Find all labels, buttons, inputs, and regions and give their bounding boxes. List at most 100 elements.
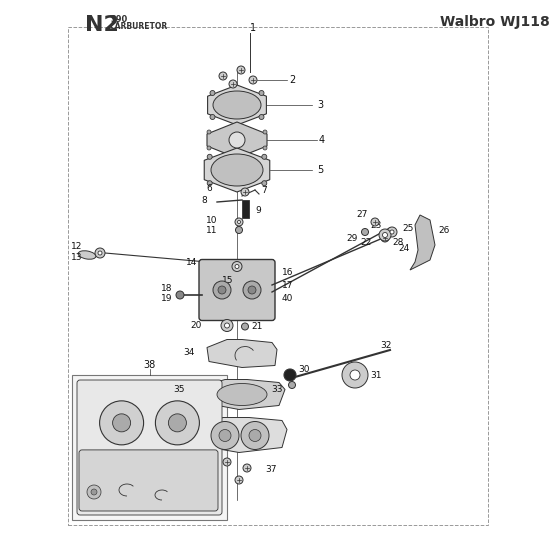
Text: 3: 3 (317, 100, 323, 110)
Text: 17: 17 (282, 281, 293, 290)
Bar (68, 27, 488, 525)
Circle shape (229, 132, 245, 148)
Circle shape (98, 251, 102, 255)
Circle shape (241, 323, 249, 330)
Circle shape (87, 485, 101, 499)
Circle shape (350, 370, 360, 380)
Text: 37: 37 (265, 465, 277, 474)
FancyBboxPatch shape (79, 450, 218, 511)
Text: 27: 27 (357, 209, 368, 218)
Circle shape (236, 226, 242, 234)
Circle shape (232, 262, 242, 272)
Circle shape (95, 248, 105, 258)
Ellipse shape (217, 384, 267, 405)
Circle shape (211, 422, 239, 450)
Text: 26: 26 (438, 226, 449, 235)
Bar (242, 200, 249, 218)
Text: 21: 21 (251, 322, 263, 331)
Text: 7: 7 (261, 185, 267, 194)
Text: 31: 31 (370, 371, 381, 380)
Circle shape (262, 181, 267, 186)
Ellipse shape (78, 251, 96, 259)
Polygon shape (207, 339, 277, 367)
Text: 9: 9 (255, 206, 261, 214)
Circle shape (207, 155, 212, 159)
Text: 38: 38 (143, 360, 156, 370)
Text: 5: 5 (317, 165, 323, 175)
Circle shape (113, 414, 130, 432)
Circle shape (100, 401, 143, 445)
Circle shape (219, 72, 227, 80)
Text: 13: 13 (71, 253, 82, 262)
Circle shape (362, 228, 368, 236)
Circle shape (243, 464, 251, 472)
Circle shape (221, 320, 233, 332)
Text: 29: 29 (347, 234, 358, 242)
Text: 25: 25 (402, 223, 413, 232)
Text: CARBURETOR: CARBURETOR (110, 22, 168, 31)
Text: 36: 36 (170, 428, 182, 437)
Circle shape (235, 264, 239, 268)
Text: N2: N2 (85, 15, 119, 35)
Text: 35: 35 (174, 385, 185, 394)
Text: 11: 11 (206, 226, 217, 235)
Circle shape (210, 91, 215, 96)
Text: 20: 20 (190, 321, 202, 330)
Circle shape (213, 281, 231, 299)
Circle shape (342, 362, 368, 388)
Polygon shape (204, 148, 270, 192)
Circle shape (259, 114, 264, 119)
Polygon shape (208, 85, 267, 125)
Circle shape (390, 230, 394, 234)
Circle shape (176, 291, 184, 299)
Text: 40: 40 (282, 293, 293, 302)
Text: 4: 4 (319, 135, 325, 145)
Polygon shape (410, 215, 435, 270)
Circle shape (371, 218, 379, 226)
Circle shape (381, 234, 389, 242)
FancyBboxPatch shape (199, 259, 275, 320)
Text: 32: 32 (380, 340, 391, 349)
Circle shape (225, 323, 230, 328)
Circle shape (382, 232, 388, 237)
Polygon shape (207, 122, 267, 158)
Bar (72, 375, 227, 520)
Text: 1: 1 (250, 23, 256, 33)
Text: 39: 39 (247, 398, 259, 407)
Text: 390: 390 (110, 15, 127, 24)
Text: 23: 23 (370, 221, 381, 230)
Circle shape (235, 218, 243, 226)
Circle shape (262, 155, 267, 159)
Ellipse shape (211, 154, 263, 186)
Polygon shape (199, 380, 285, 409)
Circle shape (248, 286, 256, 294)
Circle shape (379, 229, 391, 241)
Text: 19: 19 (161, 293, 172, 302)
Text: 24: 24 (398, 244, 409, 253)
Circle shape (284, 369, 296, 381)
Circle shape (223, 458, 231, 466)
Circle shape (169, 414, 186, 432)
Ellipse shape (213, 91, 261, 119)
Text: 16: 16 (282, 268, 293, 277)
Text: 18: 18 (161, 283, 172, 292)
Circle shape (219, 430, 231, 441)
Text: 8: 8 (201, 195, 207, 204)
Circle shape (288, 381, 296, 389)
Circle shape (387, 227, 397, 237)
Text: 22: 22 (360, 237, 371, 246)
Circle shape (235, 476, 243, 484)
Text: 2: 2 (289, 75, 295, 85)
Circle shape (218, 286, 226, 294)
Circle shape (156, 401, 199, 445)
Circle shape (210, 114, 215, 119)
Text: 12: 12 (71, 241, 82, 250)
Circle shape (263, 130, 267, 134)
Circle shape (241, 188, 249, 196)
Text: 15: 15 (222, 276, 234, 284)
Text: 10: 10 (206, 216, 217, 225)
Circle shape (249, 430, 261, 441)
FancyBboxPatch shape (77, 380, 222, 515)
Text: 33: 33 (272, 385, 283, 394)
Circle shape (259, 91, 264, 96)
